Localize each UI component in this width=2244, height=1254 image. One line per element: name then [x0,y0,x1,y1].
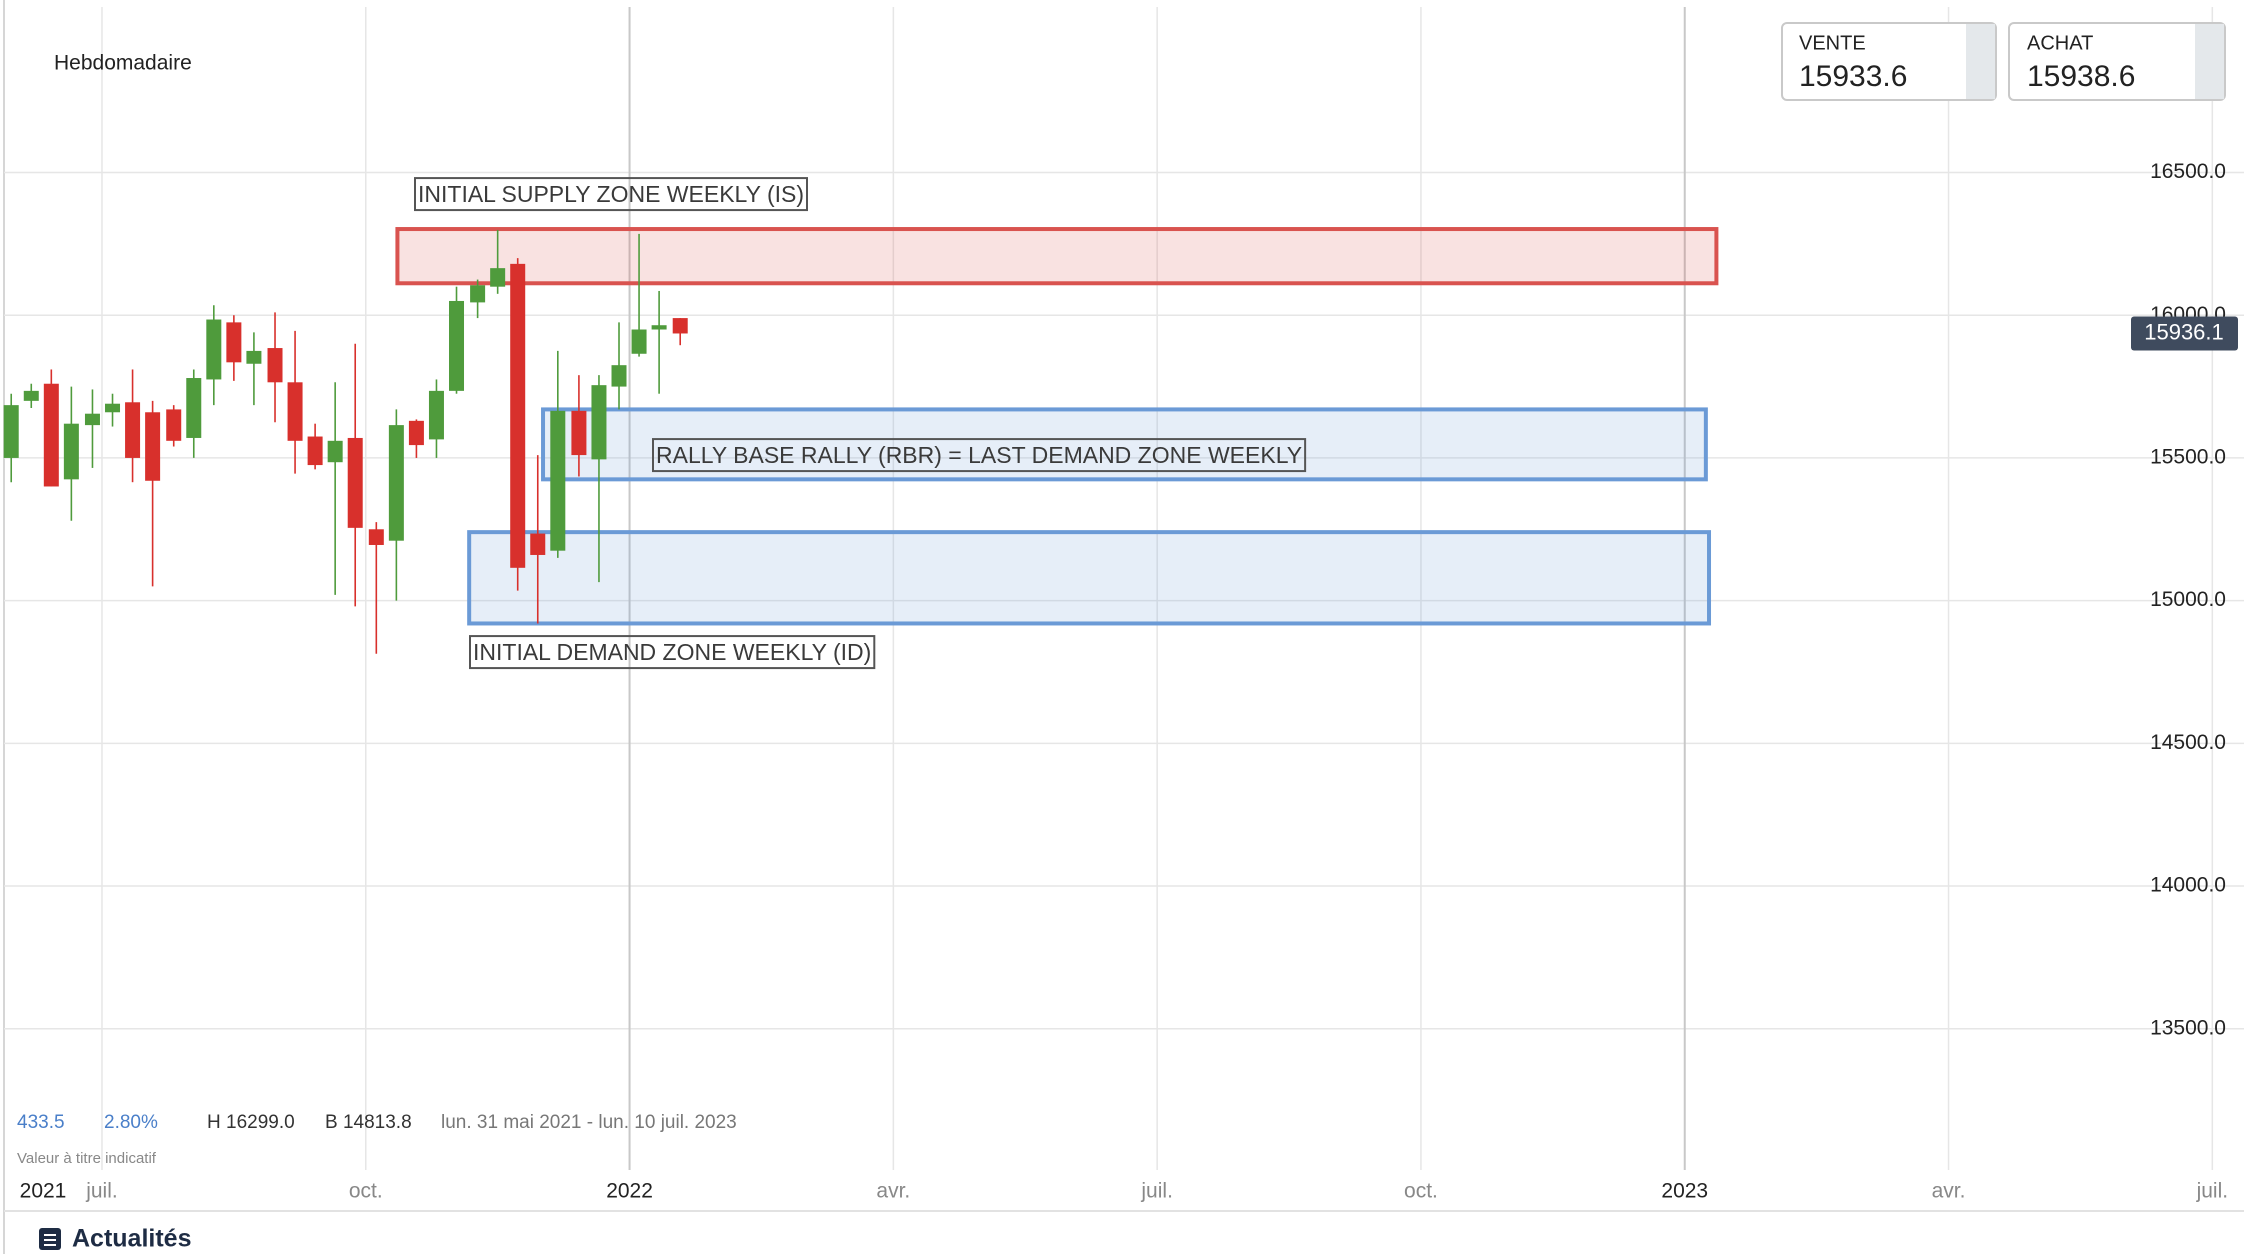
candle-body [226,322,242,363]
candle-body [125,402,141,458]
x-tick-label: juil. [85,1180,118,1203]
candles [3,229,688,654]
buy-value: 15938.6 [2027,60,2135,93]
sell-box-strip [1966,24,1995,99]
zone-label-frame [469,635,876,670]
candle-body [631,329,647,354]
candle-body [530,533,546,555]
x-tick-label: 2023 [1661,1180,1708,1203]
y-tick-label: 14000.0 [2150,874,2226,897]
axes: 13500.014000.014500.015000.015500.016000… [85,160,2238,1203]
sell-box-frame[interactable] [1781,22,1997,101]
zone [467,530,1712,626]
candle-body [145,412,161,481]
news-label[interactable]: Actualités [72,1225,191,1253]
candle-body [43,383,59,487]
candle-body [490,268,506,287]
y-tick-label: 13500.0 [2150,1016,2226,1039]
y-tick-label: 15000.0 [2150,588,2226,611]
buy-box-frame[interactable] [2008,22,2226,101]
candle-body [246,350,262,364]
candle-body [368,529,384,545]
candle-body [327,440,343,463]
zone-label: RALLY BASE RALLY (RBR) = LAST DEMAND ZON… [656,442,1302,468]
candle-body [347,437,363,528]
candle-body [510,263,526,568]
y-tick-label: 14500.0 [2150,731,2226,754]
zones: INITIAL SUPPLY ZONE WEEKLY (IS) RALLY BAS… [395,177,1719,670]
y-tick-label: 15500.0 [2150,445,2226,468]
news-tab[interactable]: Actualités [39,1225,191,1253]
y-tick-label: 16500.0 [2150,160,2226,183]
last-price-tag [2131,316,2238,351]
zone-label: INITIAL SUPPLY ZONE WEEKLY (IS) [418,181,804,207]
candle-body [611,365,627,387]
candle-body [186,378,202,438]
date-range: lun. 31 mai 2021 - lun. 10 juil. 2023 [441,1112,737,1133]
x-tick-label: avr. [1932,1180,1966,1203]
zone [395,227,1719,286]
x-tick-label: oct. [1404,1180,1438,1203]
candle-body [3,405,19,458]
candle-body [307,436,323,466]
sell-value: 15933.6 [1799,60,1907,93]
buy-box[interactable]: ACHAT 15938.6 [2008,22,2226,101]
candle-body [550,410,566,551]
buy-box-strip [2195,24,2224,99]
candle-body [651,325,667,330]
candle-body [672,318,688,334]
note: Valeur à titre indicatif [17,1150,157,1167]
buy-label: ACHAT [2027,32,2093,54]
candle-body [206,319,222,380]
x-tick-label: juil. [1140,1180,1173,1203]
high-stat: H 16299.0 [207,1112,295,1133]
candle-body [63,423,79,480]
zone-label: INITIAL DEMAND ZONE WEEKLY (ID) [473,639,871,665]
candle-body [388,425,404,541]
candle-body [267,348,283,383]
change: 433.5 [17,1112,65,1133]
zone-label-frame [652,438,1307,473]
x-tick-label: 2022 [606,1180,653,1203]
candle-body [449,300,465,391]
candle-body [166,409,182,441]
x-tick-label: avr. [876,1180,910,1203]
x-tick-label: oct. [349,1180,383,1203]
candle-body [408,420,424,446]
low-stat: B 14813.8 [325,1112,412,1133]
last-price-label: 15936.1 [2144,319,2224,344]
change-pct: 2.80% [104,1112,158,1133]
x-tick-label: juil. [2196,1180,2229,1203]
year-label: 2021 [20,1180,67,1203]
sell-box[interactable]: VENTE 15933.6 [1781,22,1997,101]
candle-body [84,413,100,426]
candle-body [23,390,39,401]
candle-body [428,390,444,440]
candle-body [571,410,587,456]
candle-body [591,385,607,460]
grid [4,7,2244,1170]
period-label[interactable]: Hebdomadaire [54,52,192,75]
candle-body [470,285,486,303]
zone-label-frame [414,177,808,212]
sell-label: VENTE [1799,32,1866,54]
candle-body [287,382,303,441]
zone [541,407,1708,482]
candle-body [105,403,121,413]
